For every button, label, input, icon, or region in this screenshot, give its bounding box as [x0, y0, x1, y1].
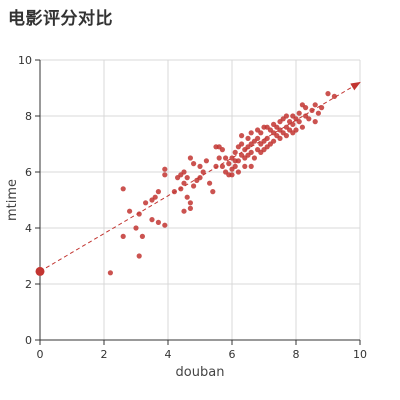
data-point	[139, 233, 145, 239]
data-point	[191, 183, 197, 189]
data-point	[171, 189, 177, 195]
y-tick-label: 4	[25, 222, 32, 235]
y-tick-label: 0	[25, 334, 32, 347]
data-point	[248, 163, 254, 169]
x-tick-label: 4	[165, 348, 172, 361]
data-point	[155, 219, 161, 225]
data-point	[197, 163, 203, 169]
data-point	[239, 141, 245, 147]
axes: 0 2 4 6 8 10 0 2 4 6 8 10	[18, 54, 367, 361]
data-point	[232, 149, 238, 155]
y-axis-label: mtime	[5, 179, 20, 221]
data-point	[232, 163, 238, 169]
data-point	[197, 175, 203, 181]
data-point	[255, 135, 261, 141]
data-point	[216, 155, 222, 161]
data-point	[229, 172, 235, 178]
y-tick-label: 8	[25, 110, 32, 123]
data-point	[283, 113, 289, 119]
data-point	[315, 110, 321, 116]
data-point	[245, 135, 251, 141]
data-point	[290, 121, 296, 127]
y-tick-label: 6	[25, 166, 32, 179]
x-tick-label: 6	[229, 348, 236, 361]
data-point	[184, 194, 190, 200]
data-point	[248, 130, 254, 136]
data-point	[261, 147, 267, 153]
data-point	[155, 189, 161, 195]
data-point	[136, 253, 142, 259]
data-point	[203, 158, 209, 164]
x-tick-label: 2	[101, 348, 108, 361]
data-point	[127, 208, 133, 214]
data-point	[299, 124, 305, 130]
data-point	[143, 200, 149, 206]
x-tick-label: 10	[353, 348, 367, 361]
y-tick-label: 10	[18, 54, 32, 67]
data-point	[152, 194, 158, 200]
data-point	[251, 155, 257, 161]
data-point	[219, 163, 225, 169]
data-point	[200, 169, 206, 175]
data-point	[162, 172, 168, 178]
data-point	[120, 186, 126, 192]
data-point	[223, 155, 229, 161]
data-point	[149, 217, 155, 223]
data-point	[184, 175, 190, 181]
data-point	[226, 161, 232, 167]
data-point	[296, 119, 302, 125]
data-point	[242, 155, 248, 161]
data-point	[325, 91, 331, 97]
data-point	[216, 144, 222, 150]
data-point	[191, 161, 197, 167]
data-point	[210, 189, 216, 195]
data-point	[309, 107, 315, 113]
data-point	[264, 124, 270, 130]
data-point	[277, 135, 283, 141]
data-point	[178, 186, 184, 192]
data-point	[303, 105, 309, 111]
data-point	[296, 110, 302, 116]
data-point	[133, 225, 139, 231]
trend-start-point	[35, 266, 45, 276]
x-tick-label: 8	[293, 348, 300, 361]
data-point	[239, 133, 245, 139]
data-point	[290, 130, 296, 136]
data-point	[136, 211, 142, 217]
data-point	[242, 163, 248, 169]
data-point	[306, 116, 312, 122]
data-point	[235, 169, 241, 175]
data-point	[181, 208, 187, 214]
data-point	[271, 138, 277, 144]
data-point	[213, 163, 219, 169]
data-point	[181, 169, 187, 175]
data-point	[255, 127, 261, 133]
x-tick-label: 0	[37, 348, 44, 361]
data-point	[162, 222, 168, 228]
data-point	[187, 155, 193, 161]
data-point	[162, 166, 168, 172]
data-point	[283, 133, 289, 139]
data-point	[107, 270, 113, 276]
data-point	[187, 200, 193, 206]
data-point	[181, 180, 187, 186]
data-point	[312, 119, 318, 125]
data-point	[331, 93, 337, 99]
chart-title: 电影评分对比	[8, 9, 113, 29]
x-axis-label: douban	[176, 365, 225, 380]
data-point	[312, 102, 318, 108]
data-point	[319, 105, 325, 111]
data-point	[264, 135, 270, 141]
data-point	[232, 158, 238, 164]
y-tick-label: 2	[25, 278, 32, 291]
data-point	[120, 233, 126, 239]
data-point	[187, 205, 193, 211]
data-point	[248, 149, 254, 155]
data-point	[207, 180, 213, 186]
data-points	[35, 91, 337, 276]
grid	[40, 59, 361, 340]
